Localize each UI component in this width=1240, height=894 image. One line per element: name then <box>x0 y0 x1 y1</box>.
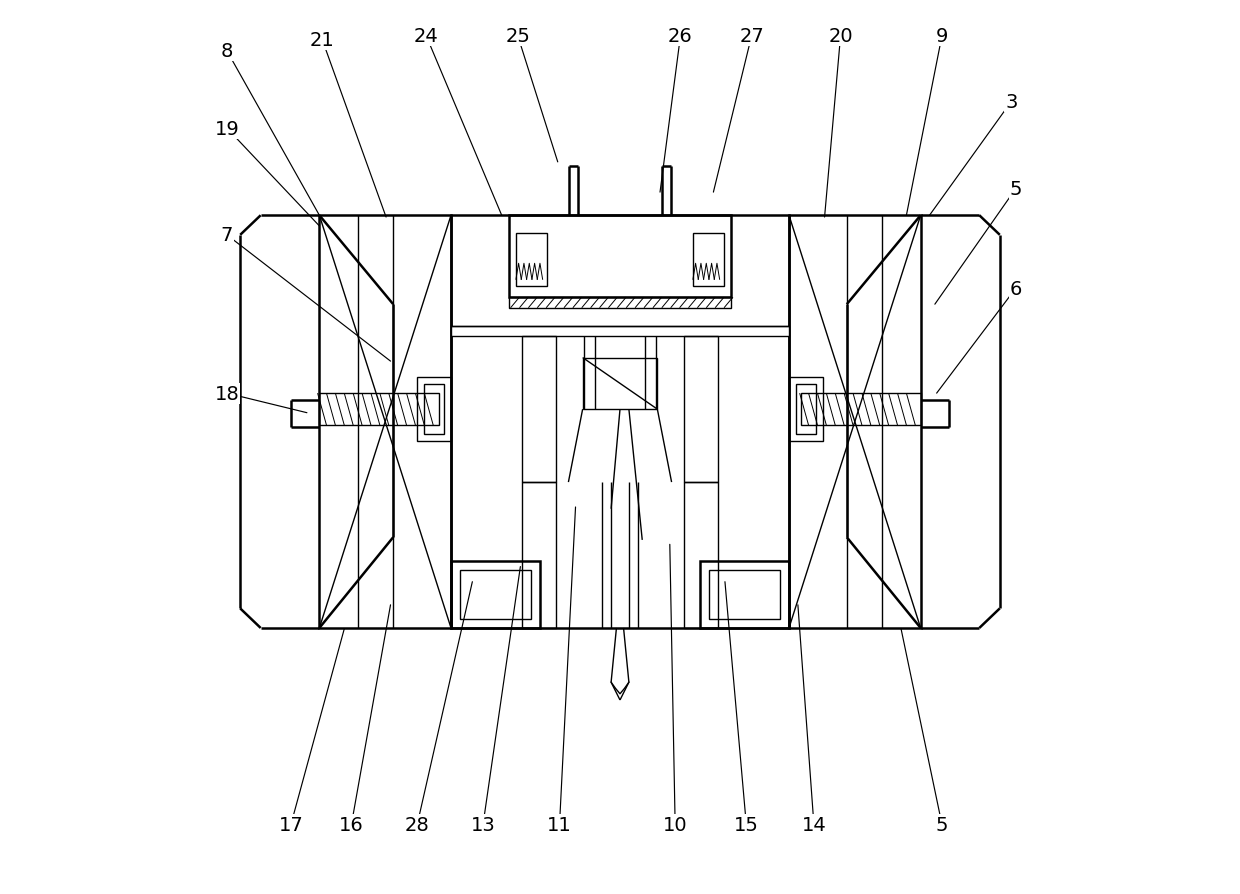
Text: 5: 5 <box>1009 180 1022 198</box>
Text: 3: 3 <box>1006 93 1018 112</box>
Bar <box>709 570 780 620</box>
Text: 6: 6 <box>1009 279 1022 299</box>
Bar <box>796 384 816 434</box>
Text: 15: 15 <box>734 815 759 834</box>
Text: 8: 8 <box>221 42 233 61</box>
Text: 5: 5 <box>936 815 949 834</box>
Text: 7: 7 <box>221 226 233 245</box>
Text: 25: 25 <box>505 27 531 46</box>
Bar <box>583 358 657 409</box>
Bar <box>516 233 547 287</box>
Bar <box>701 561 789 628</box>
Bar <box>451 326 789 337</box>
Bar <box>424 384 444 434</box>
Bar <box>693 233 724 287</box>
Bar <box>684 337 718 483</box>
Bar <box>684 483 718 628</box>
Bar <box>522 337 556 483</box>
Bar <box>789 377 823 442</box>
Text: 27: 27 <box>739 27 764 46</box>
Text: 14: 14 <box>801 815 826 834</box>
Text: 9: 9 <box>936 27 949 46</box>
Text: 13: 13 <box>471 815 496 834</box>
Text: 20: 20 <box>828 27 853 46</box>
Bar <box>320 216 451 628</box>
Bar <box>508 298 732 308</box>
Text: 28: 28 <box>404 815 429 834</box>
Text: 21: 21 <box>310 30 335 49</box>
Text: 16: 16 <box>339 815 363 834</box>
Text: 18: 18 <box>215 384 239 403</box>
Bar <box>508 216 732 298</box>
Bar <box>522 483 556 628</box>
Bar <box>320 393 439 426</box>
Bar <box>789 216 920 628</box>
Bar <box>451 216 789 628</box>
Bar <box>460 570 531 620</box>
Text: 11: 11 <box>547 815 572 834</box>
Text: 26: 26 <box>668 27 693 46</box>
Bar <box>801 393 920 426</box>
Text: 17: 17 <box>279 815 304 834</box>
Text: 24: 24 <box>414 27 439 46</box>
Bar <box>451 561 539 628</box>
Text: 10: 10 <box>663 815 687 834</box>
Bar <box>417 377 451 442</box>
Text: 19: 19 <box>215 120 239 139</box>
